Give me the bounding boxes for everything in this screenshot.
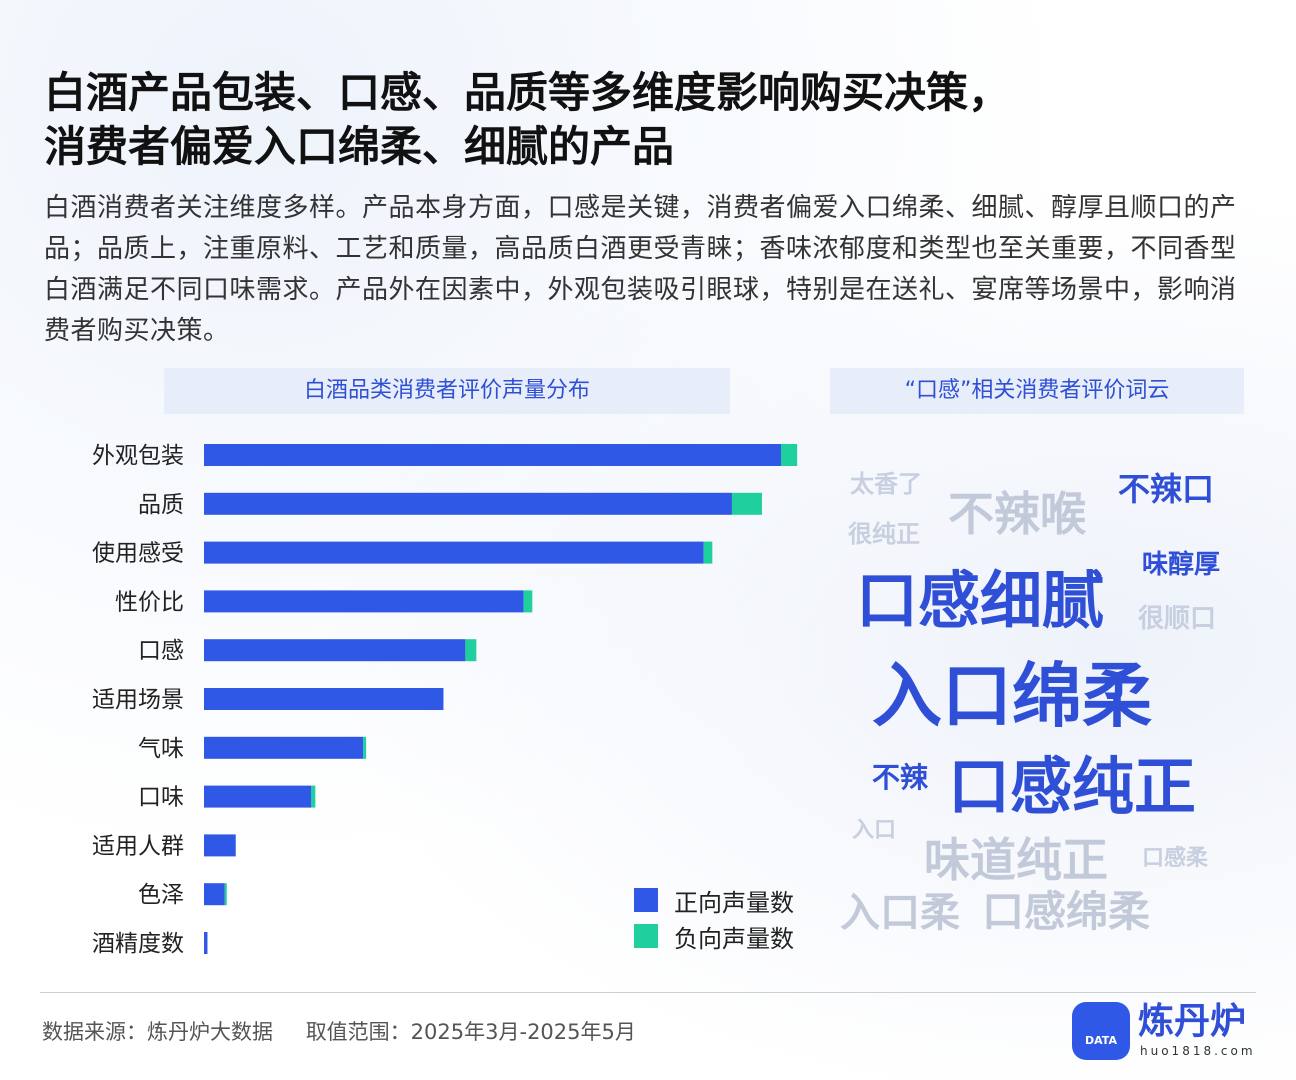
cloud-word: 不辣 [872,761,929,794]
cloud-word: 口感柔 [1142,846,1209,871]
bar-positive [204,541,704,564]
bar-chart-header: 白酒品类消费者评价声量分布 [164,368,730,414]
word-cloud-header: “口感”相关消费者评价词云 [830,368,1244,414]
bar-positive [204,834,236,857]
bar-positive [204,688,444,710]
bar-negative [731,492,762,515]
bar-positive [204,444,781,466]
category-label: 口感 [138,638,184,664]
bar-negative [363,736,367,759]
cloud-word: 很顺口 [1138,604,1217,634]
bar-negative [311,785,316,808]
category-label: 气味 [138,736,184,762]
bar-positive [204,736,364,759]
bar-positive [204,785,312,808]
cloud-word: 入口绵柔 [872,655,1152,737]
cloud-word: 口感绵柔 [982,887,1151,936]
data-source: 数据来源：炼丹炉大数据 [42,1020,273,1044]
legend-swatch-positive [634,888,658,912]
legend-label-positive: 正向声量数 [674,888,794,917]
category-label: 酒精度数 [92,931,184,957]
cloud-word: 入口柔 [840,890,960,936]
legend-item-negative: 负向声量数 [634,918,794,954]
legend-swatch-negative [634,924,658,948]
bar-negative [224,883,227,906]
category-label: 品质 [138,492,184,518]
footer: 数据来源：炼丹炉大数据 取值范围：2025年3月-2025年5月 [42,1016,636,1046]
category-label: 外观包装 [92,443,184,469]
cloud-word: 入口 [852,818,897,843]
legend-label-negative: 负向声量数 [674,924,794,953]
bar-positive [204,639,466,662]
category-label: 适用场景 [92,687,184,713]
legend-item-positive: 正向声量数 [634,882,794,918]
bar-positive [204,883,225,906]
cloud-word: 口感细腻 [856,564,1105,637]
cloud-word: 不辣喉 [948,487,1086,541]
cloud-word: 不辣口 [1118,470,1215,508]
bar-negative [781,444,798,466]
cloud-word: 味醇厚 [1142,550,1221,580]
category-label: 口味 [138,785,184,811]
category-label: 色泽 [138,882,184,908]
category-label: 使用感受 [92,541,184,567]
cloud-word: 太香了 [850,470,922,498]
bar-negative [523,590,533,613]
brand-icon-label: DATA [1085,1034,1117,1047]
cloud-word: 味道纯正 [924,833,1108,887]
category-label: 适用人群 [92,833,184,859]
word-cloud: 太香了 不辣喉 不辣口 很纯正 味醇厚 口感细腻 很顺口 入口绵柔 不辣 口感纯… [836,440,1256,960]
brand-url: huo1818.com [1140,1044,1256,1058]
title-line-2: 消费者偏爱入口绵柔、细腻的产品 [44,122,675,171]
intro-paragraph: 白酒消费者关注维度多样。产品本身方面，口感是关键，消费者偏爱入口绵柔、细腻、醇厚… [44,193,1237,346]
category-label: 性价比 [115,589,184,615]
bar-positive [204,932,208,954]
bar-positive [204,492,732,515]
bar-negative [703,541,713,564]
title-line-1: 白酒产品包装、口感、品质等多维度影响购买决策， [44,68,1011,117]
bar-positive [204,590,524,613]
cloud-word: 很纯正 [848,520,920,548]
page-title: 白酒产品包装、口感、品质等多维度影响购买决策， 消费者偏爱入口绵柔、细腻的产品 [44,66,1254,174]
cauldron-logo-icon: DATA [1072,1002,1130,1060]
chart-legend: 正向声量数 负向声量数 [634,882,794,954]
data-range: 取值范围：2025年3月-2025年5月 [305,1020,636,1044]
brand-name: 炼丹炉 [1138,1001,1247,1042]
bar-negative [465,639,477,662]
footer-divider [40,992,1256,993]
cloud-word: 口感纯正 [948,750,1197,823]
